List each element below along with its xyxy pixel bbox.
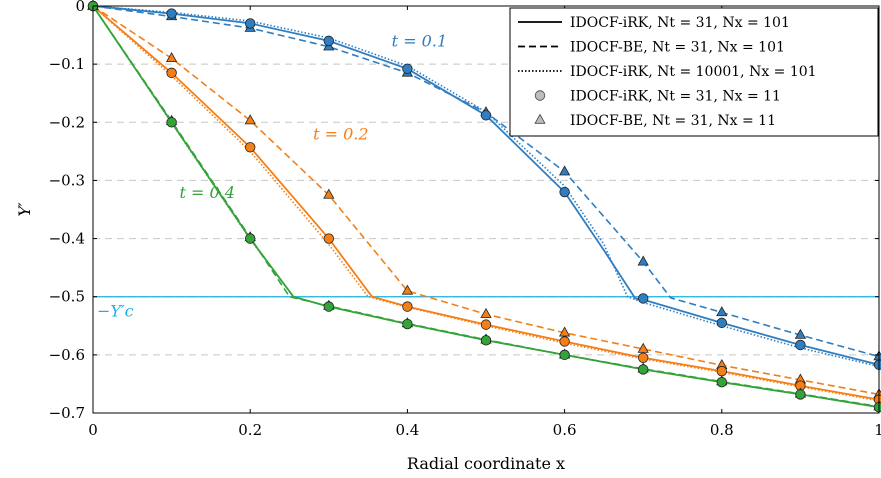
series-0-irk-point bbox=[559, 186, 570, 198]
series-1-line-irk bbox=[92, 5, 880, 401]
y-tick-label: −0.4 bbox=[49, 230, 85, 248]
y-tick-label: 0 bbox=[75, 0, 85, 15]
legend-label: IDOCF-BE, Nt = 31, Nx = 101 bbox=[570, 40, 785, 56]
x-tick-label: 0.4 bbox=[395, 421, 419, 439]
series-2-irk-point bbox=[716, 376, 728, 388]
series-1-be-point bbox=[323, 188, 335, 199]
y-tick-label: −0.2 bbox=[49, 113, 85, 131]
series-1-irk-point bbox=[559, 336, 570, 347]
y-tick-label: −0.5 bbox=[49, 288, 85, 306]
series-1-irk-point bbox=[638, 352, 649, 363]
axes: 0 0.2 0.4 0.6 0.8 1 0 −0.1 −0.2 −0.3 −0.4 −0.5 −0.6 −… bbox=[15, 0, 881, 473]
series-1-irk-point bbox=[166, 67, 177, 79]
threshold-label: −Y′c bbox=[97, 302, 134, 321]
series-0-line-be bbox=[92, 5, 880, 358]
series-2-time-label: t = 0.4 bbox=[179, 183, 234, 202]
series-0-be-point bbox=[716, 306, 728, 317]
y-axis-title: Y′ bbox=[15, 202, 34, 217]
legend-label: IDOCF-iRK, Nt = 31, Nx = 101 bbox=[570, 15, 790, 31]
series-1-be-point bbox=[244, 114, 256, 125]
x-tick-label: 0.2 bbox=[238, 421, 262, 439]
legend-label: IDOCF-iRK, Nt = 10001, Nx = 101 bbox=[570, 64, 817, 80]
series-1-be-point bbox=[637, 342, 649, 353]
legend: IDOCF-iRK, Nt = 31, Nx = 101 IDOCF-BE, Nt… bbox=[509, 7, 879, 137]
series-1-be-point bbox=[165, 52, 178, 63]
legend-swatch-circle bbox=[534, 90, 546, 101]
series-2-irk-point bbox=[323, 301, 335, 312]
y-tick-label: −0.6 bbox=[49, 346, 85, 364]
series-0-time-label: t = 0.1 bbox=[392, 32, 447, 51]
series-1-irk-point bbox=[480, 319, 492, 330]
series-2-irk-point bbox=[795, 389, 806, 400]
series-1-be-point bbox=[480, 307, 492, 318]
series-0-irk-point bbox=[402, 63, 413, 74]
series-2-line-irk bbox=[92, 5, 880, 409]
series-2-irk-point bbox=[166, 117, 177, 128]
series-1-be-point bbox=[558, 326, 571, 337]
series-1-be-point bbox=[401, 284, 414, 295]
series-0-be-point bbox=[794, 328, 807, 339]
series-0-irk-point bbox=[244, 18, 256, 29]
series-0-irk-point bbox=[323, 35, 335, 47]
series-0-be-point bbox=[558, 165, 571, 176]
x-tick-label: 0 bbox=[88, 421, 98, 439]
annotations: t = 0.1 t = 0.2 t = 0.4 −Y′c bbox=[97, 32, 447, 321]
legend-label: IDOCF-BE, Nt = 31, Nx = 11 bbox=[570, 113, 776, 129]
series-0-irk-point bbox=[638, 293, 649, 304]
series-0-irk-point bbox=[716, 317, 728, 329]
y-tick-label: −0.1 bbox=[49, 55, 85, 73]
series-0-irk-point bbox=[795, 339, 806, 351]
series-2-irk-point bbox=[873, 401, 881, 413]
series-1-irk-point bbox=[323, 233, 335, 244]
plot-frame bbox=[92, 5, 880, 414]
series-2-irk-point bbox=[559, 349, 570, 361]
series-1-irk-point bbox=[244, 142, 256, 153]
legend-label: IDOCF-iRK, Nt = 31, Nx = 11 bbox=[570, 89, 781, 105]
series-0-be-point bbox=[637, 255, 649, 266]
series-1-irk-point bbox=[402, 301, 413, 312]
x-axis-title: Radial coordinate x bbox=[407, 454, 565, 473]
series-2-irk-point bbox=[244, 233, 256, 244]
series-1-irk-point bbox=[716, 365, 728, 377]
series-1-time-label: t = 0.2 bbox=[313, 125, 368, 144]
series-0-irk-point bbox=[166, 8, 177, 19]
series-0-irk-point bbox=[873, 359, 881, 370]
x-tick-label: 0.8 bbox=[710, 421, 734, 439]
legend-box bbox=[509, 7, 879, 137]
series-2-irk-point bbox=[480, 335, 492, 346]
series-0-irk-point bbox=[480, 110, 492, 121]
legend-swatch-triangle bbox=[534, 113, 546, 124]
x-tick-label: 1 bbox=[874, 421, 881, 439]
series-layer bbox=[87, 0, 881, 413]
series-2-irk-point bbox=[402, 318, 413, 330]
y-tick-label: −0.3 bbox=[49, 171, 85, 189]
series-2-irk-point bbox=[638, 364, 649, 375]
y-tick-label: −0.7 bbox=[49, 404, 85, 422]
x-tick-label: 0.6 bbox=[553, 421, 577, 439]
